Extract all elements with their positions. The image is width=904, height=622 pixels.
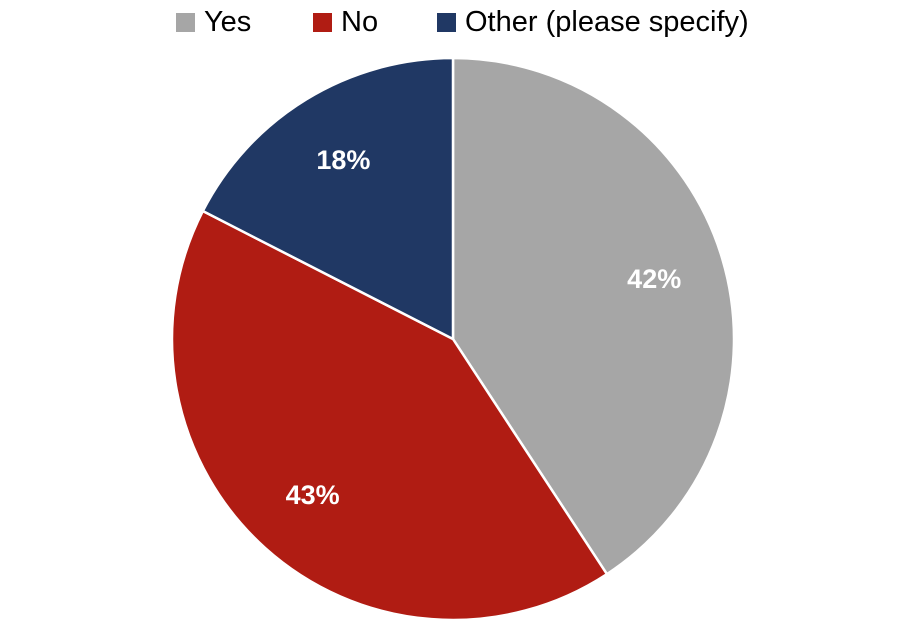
legend-item-other: Other (please specify)	[437, 6, 749, 39]
legend-swatch-other	[437, 13, 456, 32]
legend-item-no: No	[313, 6, 378, 39]
legend-label-other: Other (please specify)	[465, 6, 749, 38]
chart-legend: Yes No Other (please specify)	[0, 0, 904, 44]
data-label-other: 18%	[316, 145, 370, 175]
pie-slice-other	[201, 56, 455, 341]
legend-swatch-no	[313, 13, 332, 32]
legend-item-yes: Yes	[176, 6, 251, 39]
pie-slice-no	[170, 209, 609, 622]
legend-swatch-yes	[176, 13, 195, 32]
legend-label-yes: Yes	[204, 6, 252, 38]
data-label-no: 43%	[286, 480, 340, 510]
legend-label-no: No	[341, 6, 379, 38]
data-label-yes: 42%	[627, 264, 681, 294]
